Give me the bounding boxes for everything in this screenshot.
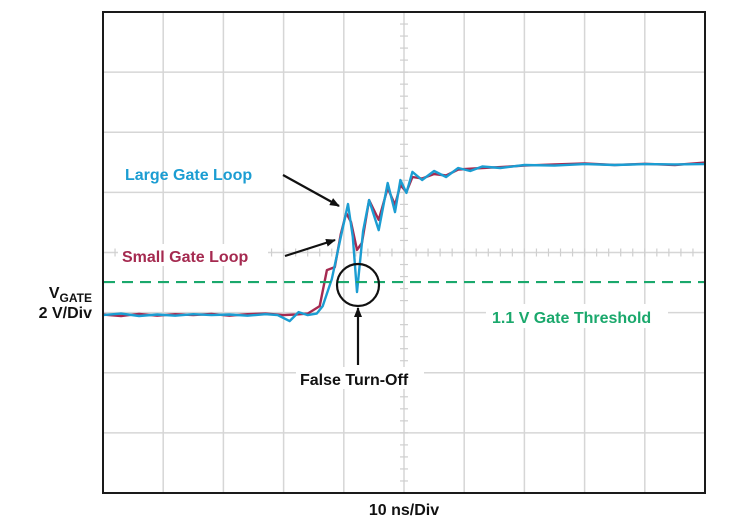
false-turn-off-label: False Turn-Off — [300, 372, 409, 389]
small-gate-loop-arrow — [284, 238, 336, 258]
false-label-bg — [296, 367, 424, 389]
y-axis-label: VGATE — [49, 285, 92, 305]
threshold-label-bg — [486, 304, 668, 328]
small-label-bg — [118, 244, 268, 266]
trace-large-gate-loop — [102, 162, 706, 323]
x-axis-label: 10 ns/Div — [369, 502, 439, 519]
traces — [102, 161, 706, 323]
plot-frame — [102, 11, 706, 494]
large-gate-loop-arrow — [282, 174, 340, 207]
small-gate-loop-label: Small Gate Loop — [122, 249, 248, 266]
y-axis-scale: 2 V/Div — [39, 305, 92, 322]
large-gate-loop-label: Large Gate Loop — [125, 167, 252, 184]
threshold-label: 1.1 V Gate Threshold — [492, 310, 651, 327]
false-turn-off-circle — [335, 262, 381, 308]
